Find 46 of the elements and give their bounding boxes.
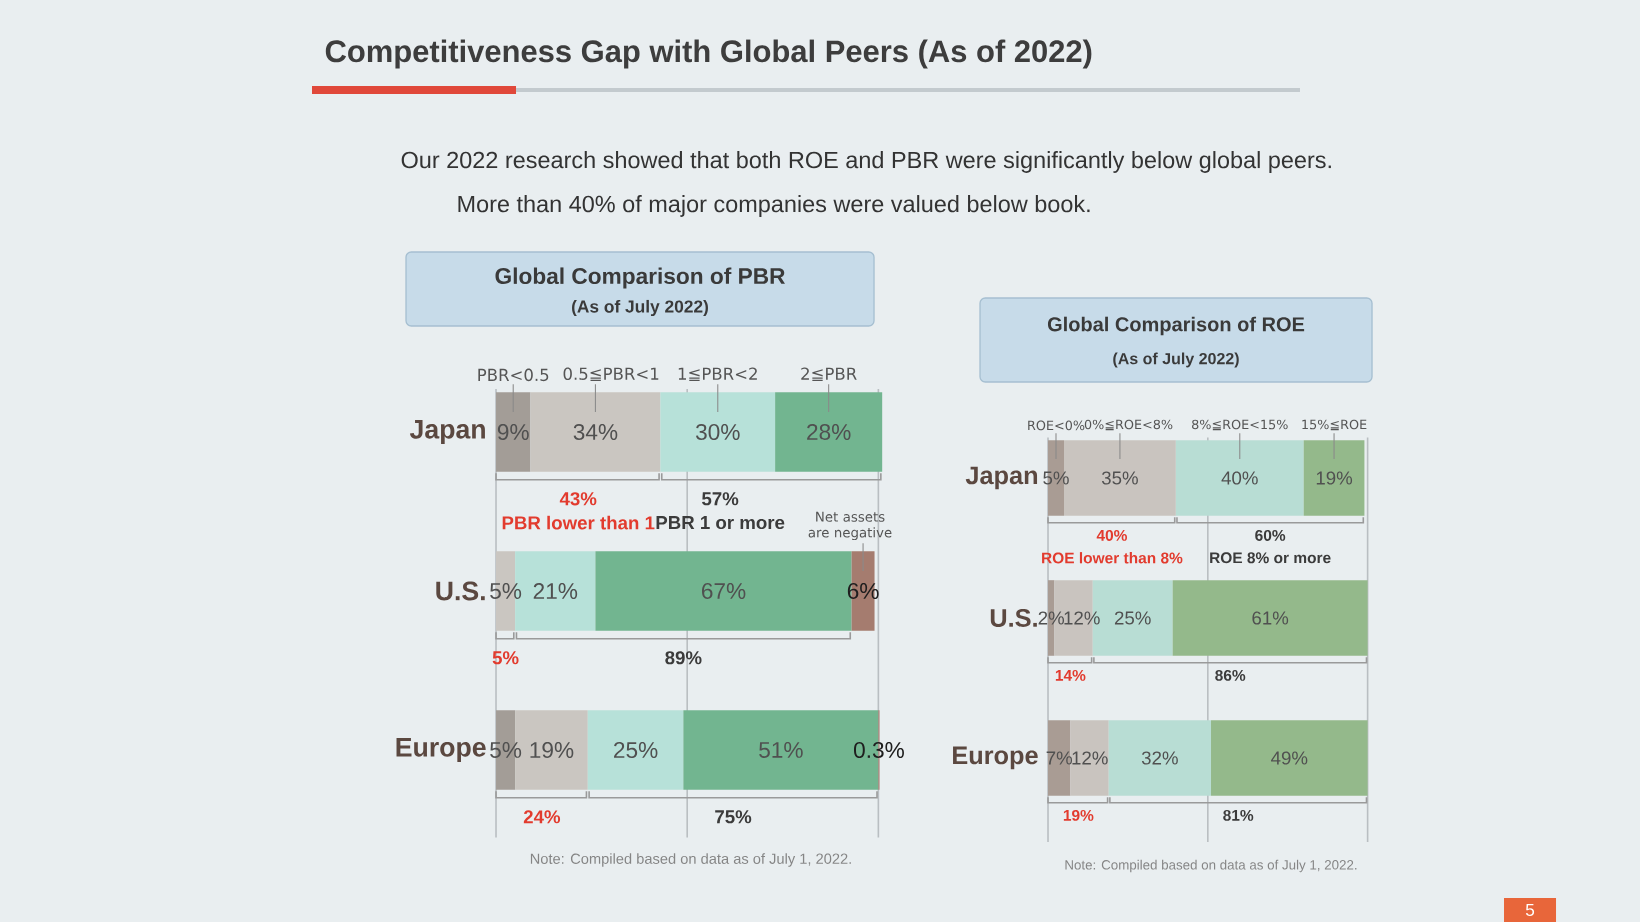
annotation: 75% xyxy=(715,810,752,824)
y-tick-label: Europe xyxy=(396,738,486,762)
annotation: 43% xyxy=(559,492,597,506)
annotation: PBR lower than 1 xyxy=(502,515,655,530)
series-label: 0.5≦PBR<1 xyxy=(563,367,659,382)
text: Our 2022 research showed that both ROE and PBR were significantly below global peers. xyxy=(401,151,1331,173)
chart-title: Global Comparison of ROE xyxy=(1047,316,1305,336)
text: More than 40% of major companies were valued below book. xyxy=(458,195,1090,217)
annotation: 5% xyxy=(492,651,519,665)
annotation: 89% xyxy=(665,651,702,665)
text: 5 xyxy=(1525,903,1535,917)
text: Competitiveness Gap with Global Peers (As of 2022) xyxy=(325,39,1092,69)
y-tick-label: U.S. xyxy=(990,609,1037,627)
data-label: 32% xyxy=(1141,751,1178,765)
y-tick-label: Europe xyxy=(953,746,1038,770)
data-label: 12% xyxy=(1064,611,1100,625)
data-label: 61% xyxy=(1252,611,1289,625)
annotation: 24% xyxy=(523,810,561,824)
data-label: 67% xyxy=(702,582,746,600)
data-label: 40% xyxy=(1221,471,1258,485)
annotation: PBR 1 or more xyxy=(656,516,785,530)
chart-subtitle: (As of July 2022) xyxy=(572,299,708,317)
chart-subtitle: (As of July 2022) xyxy=(1113,352,1239,368)
data-label: 19% xyxy=(1316,471,1353,485)
chart-title: Global Comparison of PBR xyxy=(495,267,785,289)
series-label: PBR<0.5 xyxy=(478,368,549,382)
data-label: 34% xyxy=(573,423,618,441)
data-label: 19% xyxy=(530,741,574,759)
data-label: 9% xyxy=(497,423,529,441)
data-label: 2% xyxy=(1038,611,1065,625)
data-label: 35% xyxy=(1101,471,1138,485)
y-tick-label: U.S. xyxy=(436,581,485,601)
y-tick-label: Japan xyxy=(409,420,485,444)
data-label: 51% xyxy=(759,742,803,758)
series-label: 1≦PBR<2 xyxy=(678,367,757,382)
series-label: 2≦PBR xyxy=(801,367,857,382)
data-label: 5% xyxy=(490,583,522,599)
data-label: 49% xyxy=(1271,751,1308,765)
data-label: 21% xyxy=(533,583,578,599)
data-label: 25% xyxy=(614,741,658,759)
data-label: 12% xyxy=(1072,751,1108,765)
annotation: 57% xyxy=(702,492,739,506)
data-label: 25% xyxy=(1114,611,1151,625)
y-tick-label: Japan xyxy=(965,466,1038,490)
data-label: 30% xyxy=(695,423,740,441)
data-label: 28% xyxy=(807,423,851,441)
